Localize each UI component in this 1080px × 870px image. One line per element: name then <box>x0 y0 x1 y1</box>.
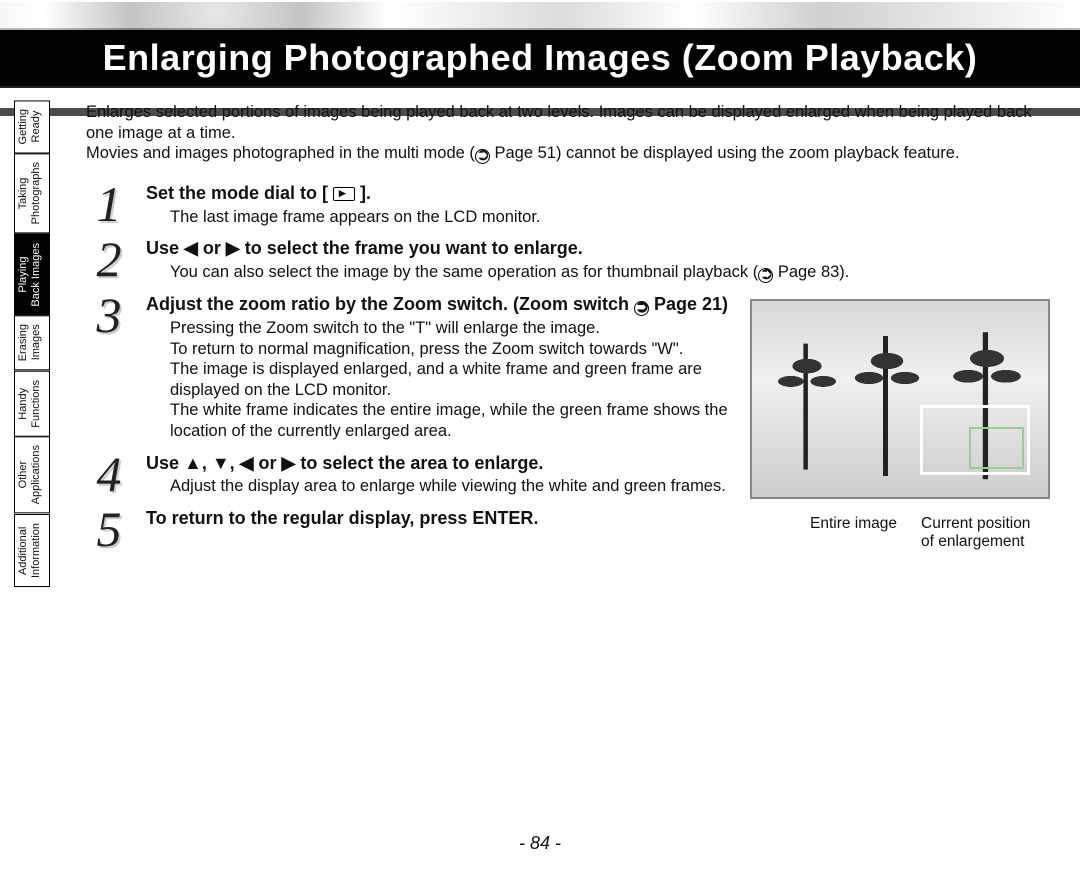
intro-text: Enlarges selected portions of images bei… <box>86 102 1050 164</box>
step-4: 4 Use ▲, ▼, ◀ or ▶ to select the area to… <box>86 452 730 497</box>
playback-mode-icon <box>333 187 355 201</box>
ref-icon: ➲ <box>634 301 649 316</box>
preview-column: Entire image Current position of enlarge… <box>750 299 1050 551</box>
step-3-title: Adjust the zoom ratio by the Zoom switch… <box>146 293 730 316</box>
step-2-title: Use ◀ or ▶ to select the frame you want … <box>146 237 1050 260</box>
tab-playing-back-images[interactable]: Playing Back Images <box>14 234 50 316</box>
step-3-text: Pressing the Zoom switch to the "T" will… <box>146 318 730 442</box>
ref-icon: ➲ <box>475 149 490 164</box>
step-3: 3 Adjust the zoom ratio by the Zoom swit… <box>86 293 730 442</box>
step-5: 5 To return to the regular display, pres… <box>86 507 730 552</box>
step-number-3: 3 <box>86 293 132 338</box>
tab-handy-functions[interactable]: Handy Functions <box>14 371 50 437</box>
page-number: - 84 - <box>0 833 1080 854</box>
step-5-title: To return to the regular display, press … <box>146 507 730 530</box>
title-bar: Enlarging Photographed Images (Zoom Play… <box>0 28 1080 88</box>
ref-icon: ➲ <box>758 268 773 283</box>
step-number-2: 2 <box>86 237 132 282</box>
preview-captions: Entire image Current position of enlarge… <box>750 515 1050 551</box>
tab-additional-information[interactable]: Additional Information <box>14 514 50 587</box>
intro-p2: Movies and images photographed in the mu… <box>86 143 1050 164</box>
tab-getting-ready[interactable]: Getting Ready <box>14 100 50 153</box>
lcd-preview-image <box>750 299 1050 499</box>
sidebar-tabs: Getting Ready Taking Photographs Playing… <box>14 100 50 587</box>
content-area: Enlarges selected portions of images bei… <box>86 102 1050 562</box>
step-1-text: The last image frame appears on the LCD … <box>146 207 1050 228</box>
step-2-text: You can also select the image by the sam… <box>146 262 1050 283</box>
caption-current-position: Current position of enlargement <box>921 515 1041 551</box>
step-number-5: 5 <box>86 507 132 552</box>
step-number-4: 4 <box>86 452 132 497</box>
step-number-1: 1 <box>86 182 132 227</box>
step-4-title: Use ▲, ▼, ◀ or ▶ to select the area to e… <box>146 452 730 475</box>
step-2: 2 Use ◀ or ▶ to select the frame you wan… <box>86 237 1050 283</box>
step-1-title: Set the mode dial to [ ]. <box>146 182 1050 205</box>
caption-entire-image: Entire image <box>810 515 897 551</box>
page-title: Enlarging Photographed Images (Zoom Play… <box>103 37 978 79</box>
tab-taking-photographs[interactable]: Taking Photographs <box>14 153 50 233</box>
intro-p1: Enlarges selected portions of images bei… <box>86 102 1050 143</box>
step-1: 1 Set the mode dial to [ ]. The last ima… <box>86 182 1050 227</box>
tab-other-applications[interactable]: Other Applications <box>14 436 50 513</box>
tab-erasing-images[interactable]: Erasing Images <box>14 315 50 370</box>
step-4-text: Adjust the display area to enlarge while… <box>146 476 730 497</box>
green-frame-indicator <box>969 427 1024 469</box>
